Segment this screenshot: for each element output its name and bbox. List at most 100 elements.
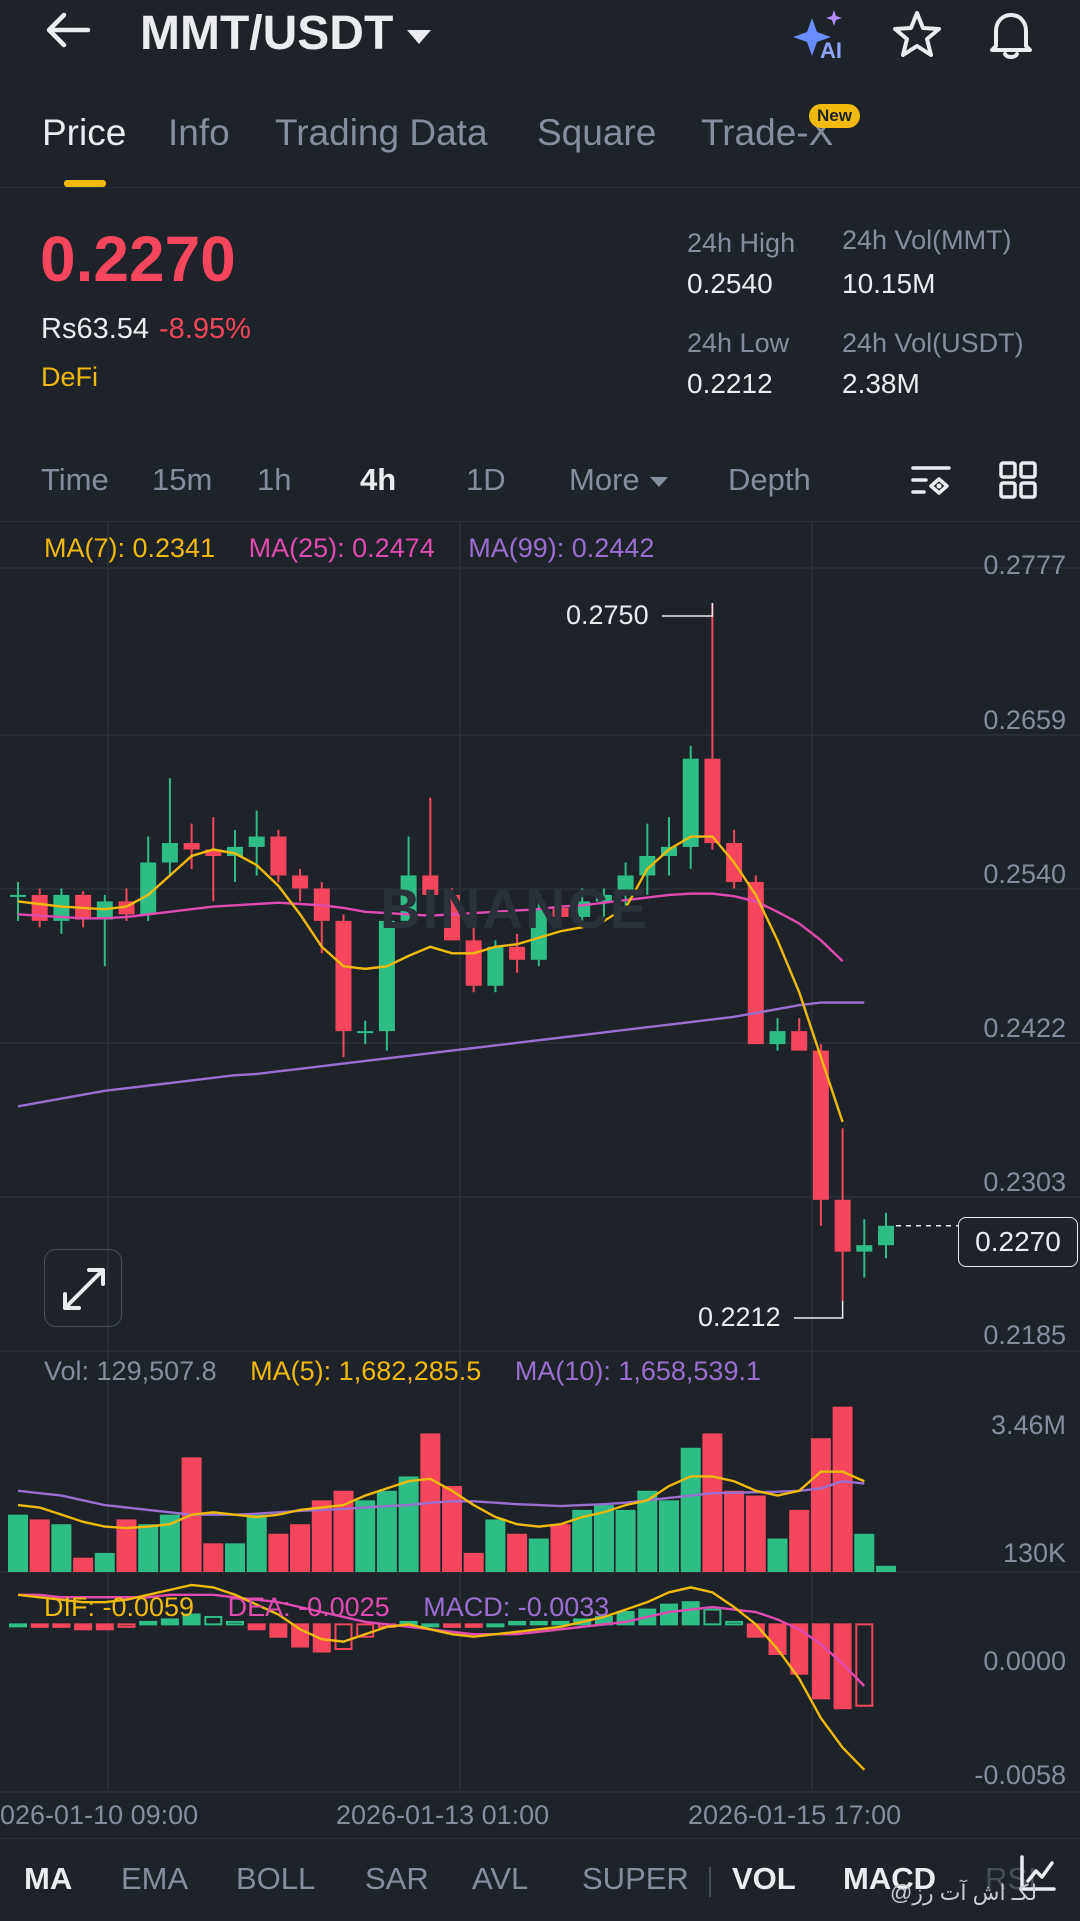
- volume-bar: [8, 1514, 28, 1572]
- low-leader-line: [794, 1300, 844, 1319]
- macd-bar: [529, 1620, 548, 1626]
- candle-body: [769, 1031, 786, 1045]
- bell-icon[interactable]: [986, 8, 1036, 60]
- macd-bar: [182, 1613, 201, 1626]
- ai-sparkle-icon[interactable]: AI: [790, 6, 860, 63]
- candle-body: [552, 907, 569, 917]
- price-axis-label: 0.2185: [983, 1320, 1066, 1350]
- price-axis-label: 0.2777: [983, 550, 1066, 580]
- macd-bar: [703, 1608, 722, 1626]
- chart-grid: [0, 522, 1080, 1793]
- volume-bar: [398, 1476, 419, 1572]
- macd-bar: [95, 1623, 114, 1631]
- volume-bar: [246, 1514, 267, 1572]
- back-arrow-icon[interactable]: [44, 10, 92, 50]
- tab-bar: Price Info Trading Data Square Trade-X: [0, 100, 1080, 188]
- candle-body: [53, 894, 70, 921]
- volume-bars-layer: [8, 1406, 896, 1572]
- indicator-super[interactable]: SUPER: [582, 1861, 689, 1896]
- indicator-bar: MA EMA BOLL SAR AVL SUPER VOL MACD RSI: [0, 1838, 1080, 1921]
- macd-bar: [9, 1623, 27, 1628]
- ma99-line: [17, 1001, 865, 1108]
- candle-body: [183, 843, 200, 850]
- caret-down-icon: [649, 476, 668, 487]
- interval-more[interactable]: More: [569, 462, 668, 498]
- indicator-avl[interactable]: AVL: [472, 1861, 529, 1896]
- candle-body: [617, 875, 634, 895]
- layout-grid-icon[interactable]: [998, 460, 1038, 500]
- volume-bar: [724, 1490, 745, 1572]
- macd-bar: [160, 1618, 179, 1626]
- candlestick-chart[interactable]: [0, 522, 1080, 1838]
- high-label: 24h High: [687, 228, 796, 258]
- price-axis-label: 0.2422: [983, 1013, 1066, 1043]
- binance-watermark: BINANCE: [380, 877, 650, 940]
- caret-down-icon: [407, 29, 432, 44]
- interval-15m[interactable]: 15m: [152, 462, 213, 497]
- volume-bar: [507, 1533, 528, 1572]
- corner-watermark: @لکـ اش آت رز: [890, 1880, 1038, 1905]
- candle-body: [509, 946, 526, 960]
- dif-line: [17, 1583, 866, 1771]
- candle-body: [747, 881, 764, 1045]
- candle-body: [248, 836, 265, 847]
- macd-bar: [551, 1620, 570, 1626]
- interval-1h[interactable]: 1h: [257, 462, 292, 497]
- volume-bar: [442, 1486, 462, 1572]
- expand-icon: [63, 1268, 105, 1310]
- interval-depth[interactable]: Depth: [728, 462, 811, 497]
- volume-bar: [138, 1524, 159, 1572]
- star-icon[interactable]: [892, 10, 942, 58]
- candle-body: [227, 846, 243, 856]
- volume-bar: [876, 1565, 896, 1572]
- price-markers-layer: [662, 603, 958, 1319]
- indicator-sar[interactable]: SAR: [365, 1861, 429, 1896]
- last-price: 0.2270: [40, 223, 236, 295]
- macd-bar: [443, 1623, 461, 1628]
- candle-body: [595, 894, 612, 902]
- candle-body: [791, 1031, 808, 1051]
- interval-1d[interactable]: 1D: [466, 462, 506, 497]
- pair-selector[interactable]: MMT/USDT: [140, 6, 432, 61]
- volume-bar: [29, 1519, 50, 1572]
- volume-bar: [789, 1509, 810, 1572]
- tab-price[interactable]: Price: [42, 112, 127, 153]
- current-price-tag: 0.2270: [958, 1217, 1078, 1267]
- indicator-ma[interactable]: MA: [24, 1861, 73, 1896]
- macd-bar: [508, 1620, 527, 1626]
- volume-bar: [810, 1438, 831, 1572]
- candle-body: [10, 894, 26, 897]
- volume-bar: [311, 1500, 332, 1572]
- candle-body: [856, 1245, 873, 1252]
- interval-time[interactable]: Time: [41, 462, 109, 497]
- macd-bar: [811, 1623, 830, 1700]
- macd-bar: [204, 1615, 223, 1626]
- indicator-settings-icon[interactable]: [1018, 1853, 1058, 1893]
- candle-body: [378, 920, 395, 1032]
- indicator-vol[interactable]: VOL: [732, 1861, 796, 1896]
- low-label: 24h Low: [687, 328, 790, 358]
- candle-body: [205, 849, 222, 856]
- indicator-boll[interactable]: BOLL: [236, 1861, 316, 1896]
- tab-info[interactable]: Info: [168, 112, 230, 153]
- ma7-legend: MA(7): 0.2341: [44, 533, 216, 563]
- volume-bar: [637, 1490, 658, 1572]
- tab-square[interactable]: Square: [537, 112, 657, 153]
- high-marker-label: 0.2750: [566, 600, 649, 630]
- macd-bar: [30, 1623, 49, 1628]
- volume-bar: [225, 1543, 245, 1572]
- category-tag[interactable]: DeFi: [41, 362, 99, 392]
- volume-bar: [593, 1505, 614, 1572]
- candle-body: [96, 901, 113, 920]
- volume-bar: [203, 1543, 224, 1572]
- tab-trading-data[interactable]: Trading Data: [275, 112, 488, 153]
- chart-settings-icon[interactable]: [910, 462, 952, 504]
- interval-4h[interactable]: 4h: [360, 462, 397, 497]
- ma-lines-layer: [17, 835, 865, 1123]
- candle-body: [639, 856, 656, 876]
- fullscreen-button[interactable]: [44, 1249, 122, 1327]
- vol-ma5-line: [17, 1470, 865, 1530]
- indicator-ema[interactable]: EMA: [121, 1861, 189, 1896]
- indicator-macd[interactable]: MACD: [843, 1861, 936, 1896]
- volume-bar: [485, 1519, 506, 1572]
